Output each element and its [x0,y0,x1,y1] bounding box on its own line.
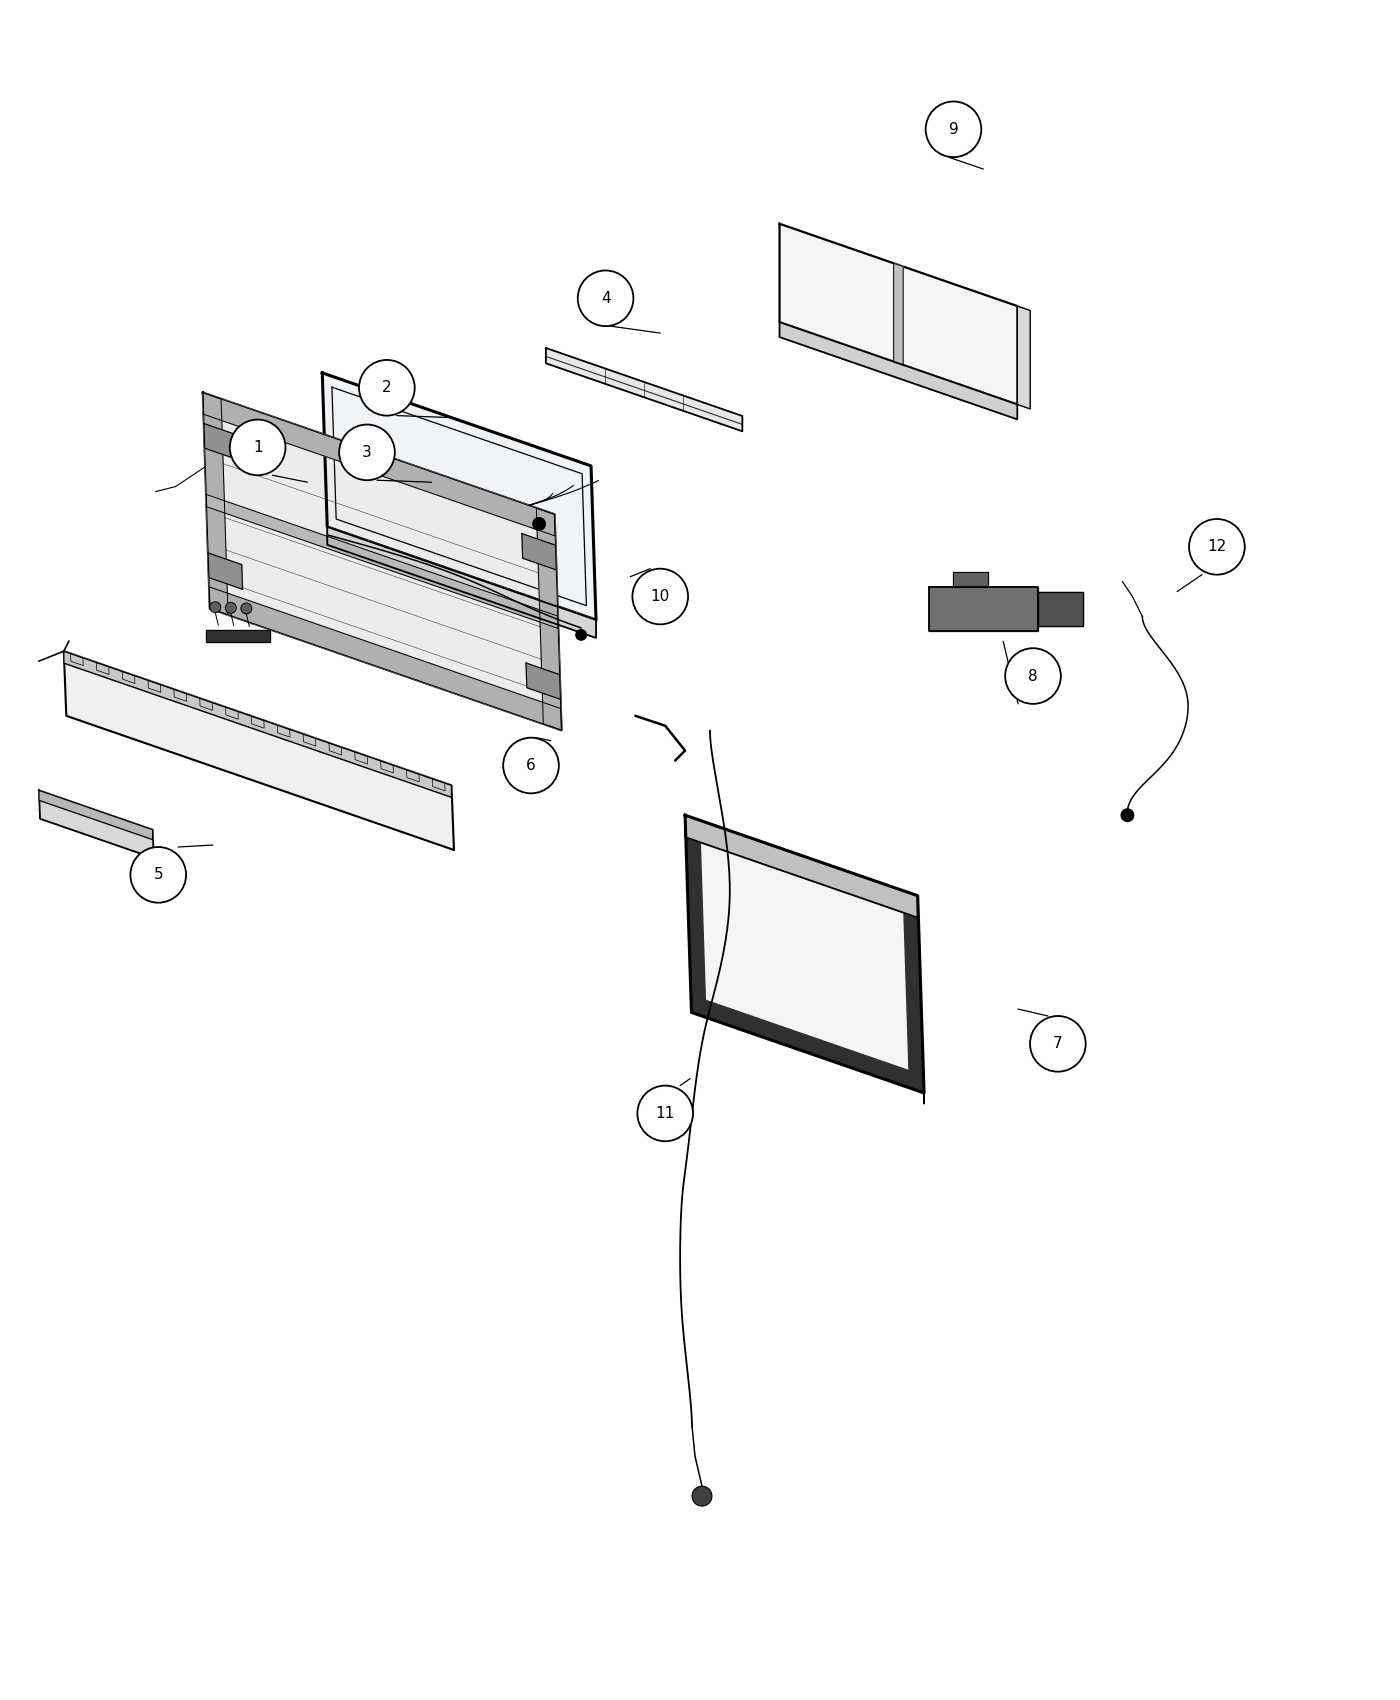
Circle shape [1120,808,1134,823]
Polygon shape [206,631,270,643]
Circle shape [210,602,221,612]
Polygon shape [304,734,316,746]
Polygon shape [685,816,706,1017]
Polygon shape [203,393,561,729]
Polygon shape [536,508,561,729]
Polygon shape [917,896,924,1103]
Polygon shape [780,224,1018,405]
Polygon shape [690,994,924,1093]
Polygon shape [685,816,917,918]
Polygon shape [203,393,228,615]
Circle shape [503,738,559,794]
Circle shape [633,570,687,624]
Polygon shape [64,651,454,850]
Text: 7: 7 [1053,1037,1063,1051]
Text: 6: 6 [526,758,536,774]
Text: 2: 2 [382,381,392,396]
Circle shape [575,629,587,641]
Polygon shape [252,716,265,728]
Polygon shape [209,586,561,729]
Polygon shape [206,495,559,629]
Text: 1: 1 [253,440,262,456]
Text: 4: 4 [601,291,610,306]
Polygon shape [1018,306,1030,410]
Circle shape [358,360,414,415]
Circle shape [241,604,252,614]
Text: 9: 9 [949,122,959,136]
Circle shape [692,1486,713,1506]
Circle shape [532,517,546,530]
Polygon shape [1037,592,1082,626]
Polygon shape [225,707,238,719]
Text: 10: 10 [651,588,669,604]
Polygon shape [903,891,924,1093]
Polygon shape [204,423,238,459]
Polygon shape [277,726,290,738]
Polygon shape [64,651,451,797]
Circle shape [578,270,633,326]
Polygon shape [203,393,556,536]
Circle shape [637,1086,693,1141]
Text: 12: 12 [1207,539,1226,554]
Polygon shape [97,663,109,675]
Polygon shape [329,743,342,755]
Polygon shape [148,680,161,692]
Text: 3: 3 [363,445,372,461]
Polygon shape [354,751,368,763]
Polygon shape [381,762,393,774]
Polygon shape [200,699,213,711]
Polygon shape [433,779,445,790]
Polygon shape [322,372,596,620]
Polygon shape [39,790,154,858]
Circle shape [130,847,186,903]
Text: 5: 5 [154,867,162,882]
Polygon shape [522,534,556,570]
Circle shape [225,602,237,614]
Polygon shape [39,790,153,840]
Polygon shape [780,323,1018,420]
Polygon shape [526,663,560,699]
Polygon shape [928,586,1037,631]
Polygon shape [406,770,419,782]
Polygon shape [953,571,988,586]
Polygon shape [209,552,242,590]
Polygon shape [122,672,134,683]
Polygon shape [685,816,924,1093]
Polygon shape [893,264,903,366]
Text: 11: 11 [655,1107,675,1120]
Circle shape [1189,518,1245,575]
Circle shape [339,425,395,479]
Polygon shape [70,653,83,666]
Polygon shape [546,348,742,432]
Polygon shape [174,688,186,702]
Polygon shape [328,527,596,638]
Circle shape [1030,1017,1085,1071]
Circle shape [925,102,981,156]
Circle shape [230,420,286,476]
Circle shape [1005,648,1061,704]
Polygon shape [685,816,918,913]
Text: 8: 8 [1028,668,1037,683]
